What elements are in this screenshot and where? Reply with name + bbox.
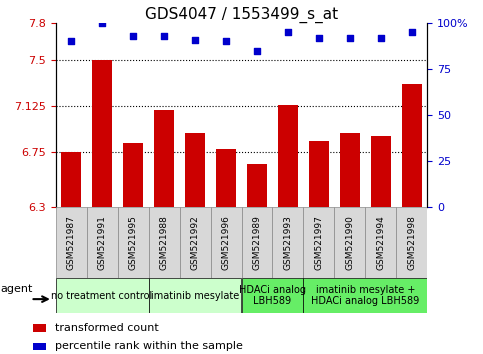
Bar <box>278 105 298 207</box>
Point <box>346 35 354 41</box>
Bar <box>149 207 180 278</box>
Text: no treatment control: no treatment control <box>51 291 153 301</box>
Text: GSM521989: GSM521989 <box>253 215 261 270</box>
Text: GSM521994: GSM521994 <box>376 215 385 270</box>
Bar <box>334 207 366 278</box>
Bar <box>180 207 211 278</box>
Bar <box>309 141 329 207</box>
Bar <box>185 133 205 207</box>
Text: GSM521992: GSM521992 <box>190 215 199 270</box>
Text: HDACi analog
LBH589: HDACi analog LBH589 <box>239 285 306 307</box>
Bar <box>211 207 242 278</box>
Text: percentile rank within the sample: percentile rank within the sample <box>55 341 243 351</box>
Bar <box>117 207 149 278</box>
Bar <box>56 207 86 278</box>
Text: GSM521995: GSM521995 <box>128 215 138 270</box>
Bar <box>33 324 46 332</box>
Text: imatinib mesylate: imatinib mesylate <box>151 291 239 301</box>
Text: imatinib mesylate +
HDACi analog LBH589: imatinib mesylate + HDACi analog LBH589 <box>312 285 420 307</box>
Bar <box>371 136 391 207</box>
Bar <box>86 207 117 278</box>
Bar <box>61 152 81 207</box>
Text: GSM521997: GSM521997 <box>314 215 324 270</box>
Bar <box>303 278 427 313</box>
Bar <box>56 278 149 313</box>
Bar <box>247 164 267 207</box>
Text: agent: agent <box>0 284 32 293</box>
Bar <box>402 84 422 207</box>
Point <box>377 35 385 41</box>
Text: transformed count: transformed count <box>55 322 159 332</box>
Bar <box>149 278 242 313</box>
Text: GSM521990: GSM521990 <box>345 215 355 270</box>
Bar <box>366 207 397 278</box>
Bar <box>340 133 360 207</box>
Title: GDS4047 / 1553499_s_at: GDS4047 / 1553499_s_at <box>145 7 338 23</box>
Text: GSM521996: GSM521996 <box>222 215 230 270</box>
Bar <box>123 143 143 207</box>
Bar <box>154 110 174 207</box>
Bar <box>242 278 303 313</box>
Text: GSM521987: GSM521987 <box>67 215 75 270</box>
Bar <box>242 207 272 278</box>
Text: GSM521998: GSM521998 <box>408 215 416 270</box>
Point <box>253 48 261 53</box>
Bar <box>92 60 112 207</box>
Bar <box>397 207 427 278</box>
Point <box>98 20 106 26</box>
Text: GSM521991: GSM521991 <box>98 215 107 270</box>
Bar <box>216 149 236 207</box>
Point <box>315 35 323 41</box>
Bar <box>33 343 46 350</box>
Bar <box>272 207 303 278</box>
Point <box>408 29 416 35</box>
Point <box>129 33 137 39</box>
Point <box>284 29 292 35</box>
Point <box>160 33 168 39</box>
Bar <box>303 207 334 278</box>
Text: GSM521993: GSM521993 <box>284 215 293 270</box>
Point <box>222 39 230 44</box>
Text: GSM521988: GSM521988 <box>159 215 169 270</box>
Point <box>67 39 75 44</box>
Point <box>191 37 199 42</box>
